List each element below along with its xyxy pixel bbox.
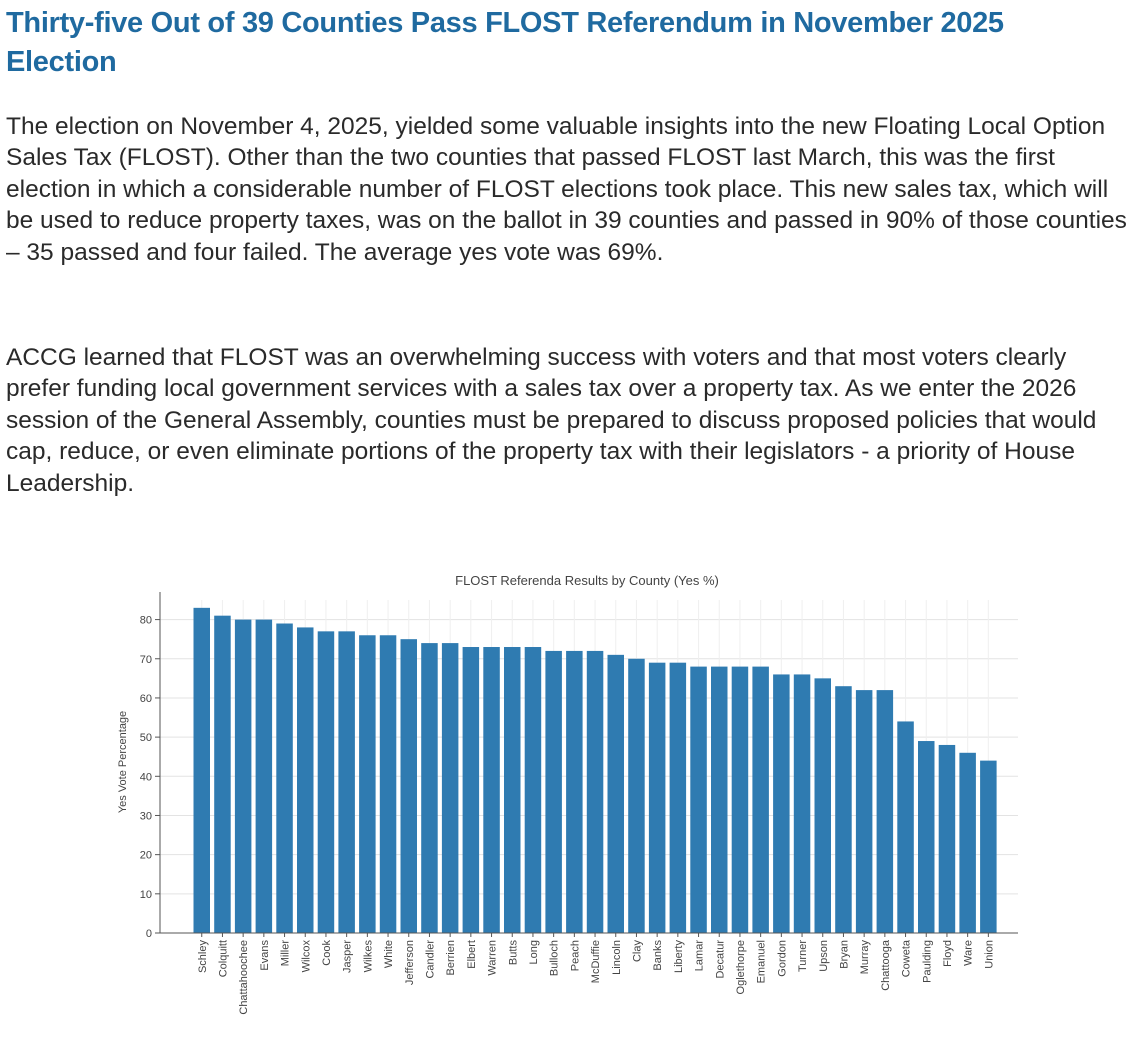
x-tick-label: Decatur bbox=[714, 940, 726, 979]
x-tick-label: White bbox=[383, 940, 395, 968]
x-tick-label: Clay bbox=[631, 940, 643, 963]
x-tick-labels: Schley Colquitt Chattahoochee Evans Miller Wi… bbox=[197, 939, 996, 1015]
x-tick-label: Long bbox=[528, 940, 540, 964]
x-tick-label: Paulding bbox=[921, 940, 933, 983]
x-tick-label: Union bbox=[983, 940, 995, 969]
bar-paulding bbox=[918, 741, 935, 933]
y-tick-label: 30 bbox=[140, 810, 152, 822]
y-tick-labels: 0 10 20 30 40 50 60 70 80 bbox=[140, 615, 152, 940]
bar-murray bbox=[855, 690, 873, 933]
bar-jasper bbox=[338, 631, 355, 933]
x-tick-label: Warren bbox=[487, 940, 499, 976]
bar-elbert bbox=[462, 647, 480, 933]
bar-miller bbox=[276, 623, 293, 933]
bar-mcduffie bbox=[586, 650, 604, 933]
x-tick-label: Chattooga bbox=[880, 939, 892, 991]
bar-ware bbox=[959, 752, 976, 933]
x-tick-label: Emanuel bbox=[756, 940, 768, 983]
bar-gordon bbox=[773, 674, 790, 933]
bar-liberty bbox=[669, 662, 687, 933]
bar-butts bbox=[504, 647, 521, 933]
bar-jefferson bbox=[400, 639, 417, 933]
y-tick-label: 50 bbox=[140, 732, 152, 744]
flost-results-bar-chart: FLOST Referenda Results by County (Yes %… bbox=[117, 573, 1018, 1015]
x-tick-label: Banks bbox=[652, 940, 664, 971]
x-tick-label: Murray bbox=[859, 940, 871, 975]
bar-emanuel bbox=[752, 666, 769, 933]
x-tick-label: Wilkes bbox=[362, 940, 374, 973]
bar-schley bbox=[193, 607, 210, 933]
y-tick-label: 10 bbox=[140, 889, 152, 901]
x-tick-label: Ware bbox=[963, 940, 975, 966]
bar-white bbox=[379, 635, 397, 933]
x-tick-label: Berrien bbox=[445, 940, 457, 975]
y-tick-label: 80 bbox=[140, 615, 152, 627]
y-axis-label: Yes Vote Percentage bbox=[117, 711, 129, 813]
bar-floyd bbox=[938, 744, 956, 933]
bar-coweta bbox=[897, 721, 914, 933]
x-tick-label: Schley bbox=[197, 940, 209, 974]
bar-lamar bbox=[690, 666, 707, 933]
bar-long bbox=[524, 647, 542, 933]
x-tick-label: Elbert bbox=[466, 940, 478, 969]
x-tick-label: Upson bbox=[818, 940, 830, 972]
x-tick-label: McDuffie bbox=[590, 940, 602, 983]
axes bbox=[155, 592, 1018, 937]
x-tick-label: Lincoln bbox=[611, 940, 623, 975]
bar-bryan bbox=[835, 686, 852, 933]
bar-turner bbox=[793, 674, 811, 933]
x-tick-label: Colquitt bbox=[217, 940, 229, 977]
x-tick-label: Bryan bbox=[838, 940, 850, 969]
bar-cook bbox=[317, 631, 335, 933]
bar-colquitt bbox=[214, 615, 231, 933]
y-tick-label: 60 bbox=[140, 693, 152, 705]
x-tick-label: Liberty bbox=[673, 940, 685, 974]
bar-warren bbox=[483, 647, 500, 933]
bar-decatur bbox=[711, 666, 728, 933]
x-tick-label: Lamar bbox=[694, 940, 706, 972]
x-tick-label: Miller bbox=[280, 940, 292, 967]
intro-paragraph: The election on November 4, 2025, yielde… bbox=[6, 113, 1127, 266]
y-tick-label: 70 bbox=[140, 654, 152, 666]
y-tick-label: 40 bbox=[140, 771, 152, 783]
bar-wilcox bbox=[297, 627, 314, 933]
x-tick-label: Candler bbox=[424, 940, 436, 979]
bar-evans bbox=[255, 619, 273, 933]
bar-chattooga bbox=[876, 690, 894, 933]
x-tick-label: Evans bbox=[259, 940, 271, 971]
bar-banks bbox=[648, 662, 666, 933]
bar-lincoln bbox=[607, 654, 624, 933]
bar-peach bbox=[566, 650, 583, 933]
x-tick-label: Wilcox bbox=[300, 940, 312, 973]
x-tick-label: Butts bbox=[507, 940, 519, 966]
article-headline: Thirty-five Out of 39 Counties Pass FLOS… bbox=[6, 7, 1004, 78]
chart-title: FLOST Referenda Results by County (Yes %… bbox=[455, 573, 719, 588]
x-tick-label: Coweta bbox=[901, 939, 913, 977]
bars bbox=[193, 607, 997, 933]
bar-upson bbox=[814, 678, 831, 933]
y-tick-label: 0 bbox=[146, 928, 152, 940]
x-tick-label: Chattahoochee bbox=[238, 940, 250, 1015]
bar-union bbox=[980, 760, 997, 933]
bar-candler bbox=[421, 643, 438, 933]
bar-berrien bbox=[441, 643, 459, 933]
x-tick-label: Peach bbox=[569, 940, 581, 971]
x-tick-label: Bulloch bbox=[549, 940, 561, 976]
bar-oglethorpe bbox=[731, 666, 749, 933]
bar-wilkes bbox=[359, 635, 376, 933]
x-tick-label: Floyd bbox=[942, 940, 954, 967]
x-tick-label: Gordon bbox=[776, 940, 788, 977]
bar-chattahoochee bbox=[234, 619, 252, 933]
y-tick-label: 20 bbox=[140, 850, 152, 862]
x-tick-label: Cook bbox=[321, 940, 333, 966]
x-tick-label: Turner bbox=[797, 940, 809, 972]
x-tick-label: Jasper bbox=[342, 940, 354, 973]
x-tick-label: Jefferson bbox=[404, 940, 416, 985]
bar-clay bbox=[628, 658, 645, 933]
x-tick-label: Oglethorpe bbox=[735, 940, 747, 994]
accg-paragraph: ACCG learned that FLOST was an overwhelm… bbox=[6, 344, 1097, 497]
bar-bulloch bbox=[545, 650, 562, 933]
